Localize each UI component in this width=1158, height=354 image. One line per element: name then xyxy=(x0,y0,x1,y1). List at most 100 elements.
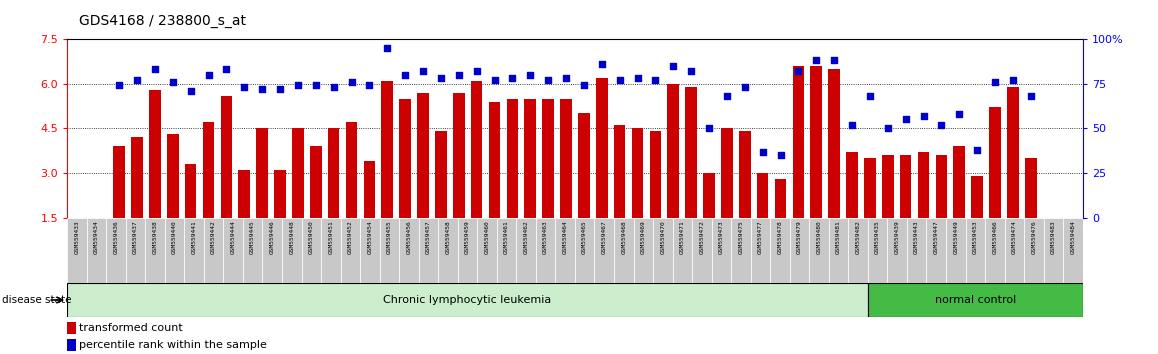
Text: GSM559480: GSM559480 xyxy=(816,220,821,254)
Bar xyxy=(907,218,926,283)
Text: GSM559476: GSM559476 xyxy=(1032,220,1036,254)
Bar xyxy=(757,173,769,218)
Bar xyxy=(731,218,750,283)
Bar xyxy=(113,146,125,218)
Point xyxy=(682,68,701,74)
Bar xyxy=(328,129,339,218)
Bar xyxy=(131,137,142,218)
Text: GSM559448: GSM559448 xyxy=(290,220,294,254)
Text: GSM559452: GSM559452 xyxy=(347,220,353,254)
Bar xyxy=(972,176,983,218)
Bar xyxy=(864,158,875,218)
Point xyxy=(182,88,200,93)
Bar xyxy=(292,129,303,218)
Bar xyxy=(673,218,692,283)
Text: GSM559451: GSM559451 xyxy=(329,220,334,254)
Bar xyxy=(1024,218,1043,283)
Text: GSM559478: GSM559478 xyxy=(777,220,783,254)
Point xyxy=(699,126,718,131)
Bar xyxy=(1007,87,1019,218)
Point xyxy=(629,75,647,81)
Bar xyxy=(126,218,145,283)
Bar xyxy=(477,218,497,283)
Bar xyxy=(556,218,574,283)
Point xyxy=(468,68,486,74)
Text: GSM559450: GSM559450 xyxy=(309,220,314,254)
Text: GSM559447: GSM559447 xyxy=(933,220,939,254)
Text: GSM559443: GSM559443 xyxy=(914,220,919,254)
Text: GSM559460: GSM559460 xyxy=(484,220,490,254)
Text: GSM559437: GSM559437 xyxy=(133,220,138,254)
Text: GSM559459: GSM559459 xyxy=(466,220,470,254)
Bar xyxy=(790,218,809,283)
Text: Chronic lymphocytic leukemia: Chronic lymphocytic leukemia xyxy=(383,295,551,305)
Bar xyxy=(574,218,594,283)
Bar xyxy=(243,218,263,283)
Text: percentile rank within the sample: percentile rank within the sample xyxy=(79,340,266,350)
Point xyxy=(307,82,325,88)
Text: GSM559435: GSM559435 xyxy=(875,220,880,254)
Text: disease state: disease state xyxy=(2,295,72,305)
Point xyxy=(378,45,396,51)
Bar xyxy=(614,218,633,283)
Point xyxy=(593,61,611,67)
Point xyxy=(1021,93,1040,99)
Bar xyxy=(887,218,907,283)
Point xyxy=(646,77,665,83)
Bar xyxy=(917,152,930,218)
Bar xyxy=(828,69,840,218)
Point xyxy=(324,84,343,90)
Bar xyxy=(107,218,126,283)
Text: GSM559483: GSM559483 xyxy=(1051,220,1056,254)
Point xyxy=(503,75,521,81)
Text: GSM559454: GSM559454 xyxy=(367,220,373,254)
Bar xyxy=(653,218,673,283)
Text: GSM559470: GSM559470 xyxy=(660,220,666,254)
Bar xyxy=(849,218,867,283)
Bar xyxy=(750,218,770,283)
Bar xyxy=(1025,158,1036,218)
Text: GSM559467: GSM559467 xyxy=(602,220,607,254)
Bar xyxy=(633,218,653,283)
Point xyxy=(271,86,290,92)
Text: GSM559442: GSM559442 xyxy=(211,220,217,254)
Bar xyxy=(438,218,457,283)
Text: GSM559445: GSM559445 xyxy=(250,220,255,254)
Text: GSM559456: GSM559456 xyxy=(406,220,411,254)
Bar xyxy=(400,218,419,283)
Text: GSM559469: GSM559469 xyxy=(640,220,646,254)
Bar xyxy=(167,134,178,218)
Point xyxy=(771,152,790,158)
Point xyxy=(932,122,951,127)
Bar xyxy=(497,218,516,283)
Bar xyxy=(185,164,197,218)
Bar xyxy=(946,218,966,283)
Text: GSM559433: GSM559433 xyxy=(74,220,80,254)
Bar xyxy=(614,125,625,218)
Text: GSM559466: GSM559466 xyxy=(992,220,997,254)
Point xyxy=(360,82,379,88)
Text: GSM559472: GSM559472 xyxy=(699,220,704,254)
Point xyxy=(860,93,879,99)
Text: GSM559446: GSM559446 xyxy=(270,220,274,254)
Bar xyxy=(149,90,161,218)
Bar xyxy=(516,218,536,283)
Bar xyxy=(453,93,464,218)
Point xyxy=(235,84,254,90)
Bar xyxy=(846,152,858,218)
Bar xyxy=(380,218,400,283)
Bar xyxy=(274,170,286,218)
Point xyxy=(754,149,772,154)
Point xyxy=(288,82,307,88)
Bar xyxy=(263,218,283,283)
Text: GSM559465: GSM559465 xyxy=(582,220,587,254)
Text: GSM559440: GSM559440 xyxy=(173,220,177,254)
Point xyxy=(521,72,540,78)
Bar xyxy=(686,87,697,218)
Text: GSM559481: GSM559481 xyxy=(836,220,841,254)
Point xyxy=(449,72,468,78)
Bar xyxy=(829,218,849,283)
Point xyxy=(985,79,1004,85)
Bar xyxy=(471,81,483,218)
Bar xyxy=(220,96,233,218)
